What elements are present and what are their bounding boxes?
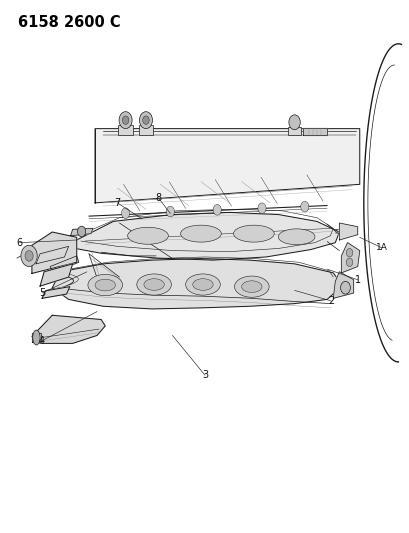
Polygon shape: [302, 127, 326, 135]
Circle shape: [119, 112, 132, 128]
Polygon shape: [32, 232, 76, 273]
Circle shape: [300, 201, 308, 212]
Text: 1A: 1A: [375, 244, 387, 253]
Polygon shape: [72, 213, 339, 260]
Circle shape: [121, 208, 129, 219]
Text: 3: 3: [202, 370, 207, 380]
Circle shape: [346, 258, 352, 266]
Polygon shape: [52, 259, 339, 309]
Ellipse shape: [234, 276, 268, 297]
Polygon shape: [42, 287, 70, 298]
Ellipse shape: [33, 330, 40, 345]
Polygon shape: [339, 223, 357, 240]
Ellipse shape: [95, 279, 115, 291]
Bar: [288, 126, 300, 135]
Circle shape: [122, 116, 128, 124]
Polygon shape: [70, 228, 93, 236]
Polygon shape: [32, 333, 41, 342]
Ellipse shape: [180, 225, 221, 242]
Polygon shape: [50, 256, 79, 273]
Ellipse shape: [278, 229, 314, 245]
Ellipse shape: [185, 274, 220, 295]
Ellipse shape: [192, 279, 213, 290]
Bar: [138, 125, 153, 135]
Polygon shape: [333, 272, 353, 298]
Polygon shape: [341, 243, 359, 273]
Circle shape: [340, 281, 350, 294]
Circle shape: [257, 203, 265, 214]
Circle shape: [142, 116, 149, 124]
Circle shape: [21, 245, 37, 266]
Polygon shape: [32, 316, 105, 343]
Circle shape: [166, 206, 174, 217]
Circle shape: [346, 248, 352, 257]
Ellipse shape: [88, 274, 122, 296]
Text: 2: 2: [327, 296, 334, 306]
Text: 6158 2600 C: 6158 2600 C: [18, 14, 120, 30]
Circle shape: [288, 115, 299, 130]
Circle shape: [25, 251, 33, 261]
Ellipse shape: [137, 274, 171, 295]
Circle shape: [139, 112, 152, 128]
Ellipse shape: [233, 225, 274, 242]
Ellipse shape: [241, 281, 261, 293]
Text: 4: 4: [39, 336, 45, 346]
Polygon shape: [40, 264, 72, 286]
Ellipse shape: [144, 279, 164, 290]
Text: 6: 6: [17, 238, 23, 248]
Circle shape: [77, 226, 85, 237]
Polygon shape: [36, 246, 68, 264]
Text: 7: 7: [114, 198, 120, 208]
Polygon shape: [95, 128, 359, 203]
Text: 8: 8: [155, 192, 161, 203]
Text: 5: 5: [39, 288, 45, 298]
Bar: [118, 125, 133, 135]
Circle shape: [213, 205, 221, 215]
Text: 1: 1: [354, 274, 360, 285]
Ellipse shape: [127, 227, 168, 244]
